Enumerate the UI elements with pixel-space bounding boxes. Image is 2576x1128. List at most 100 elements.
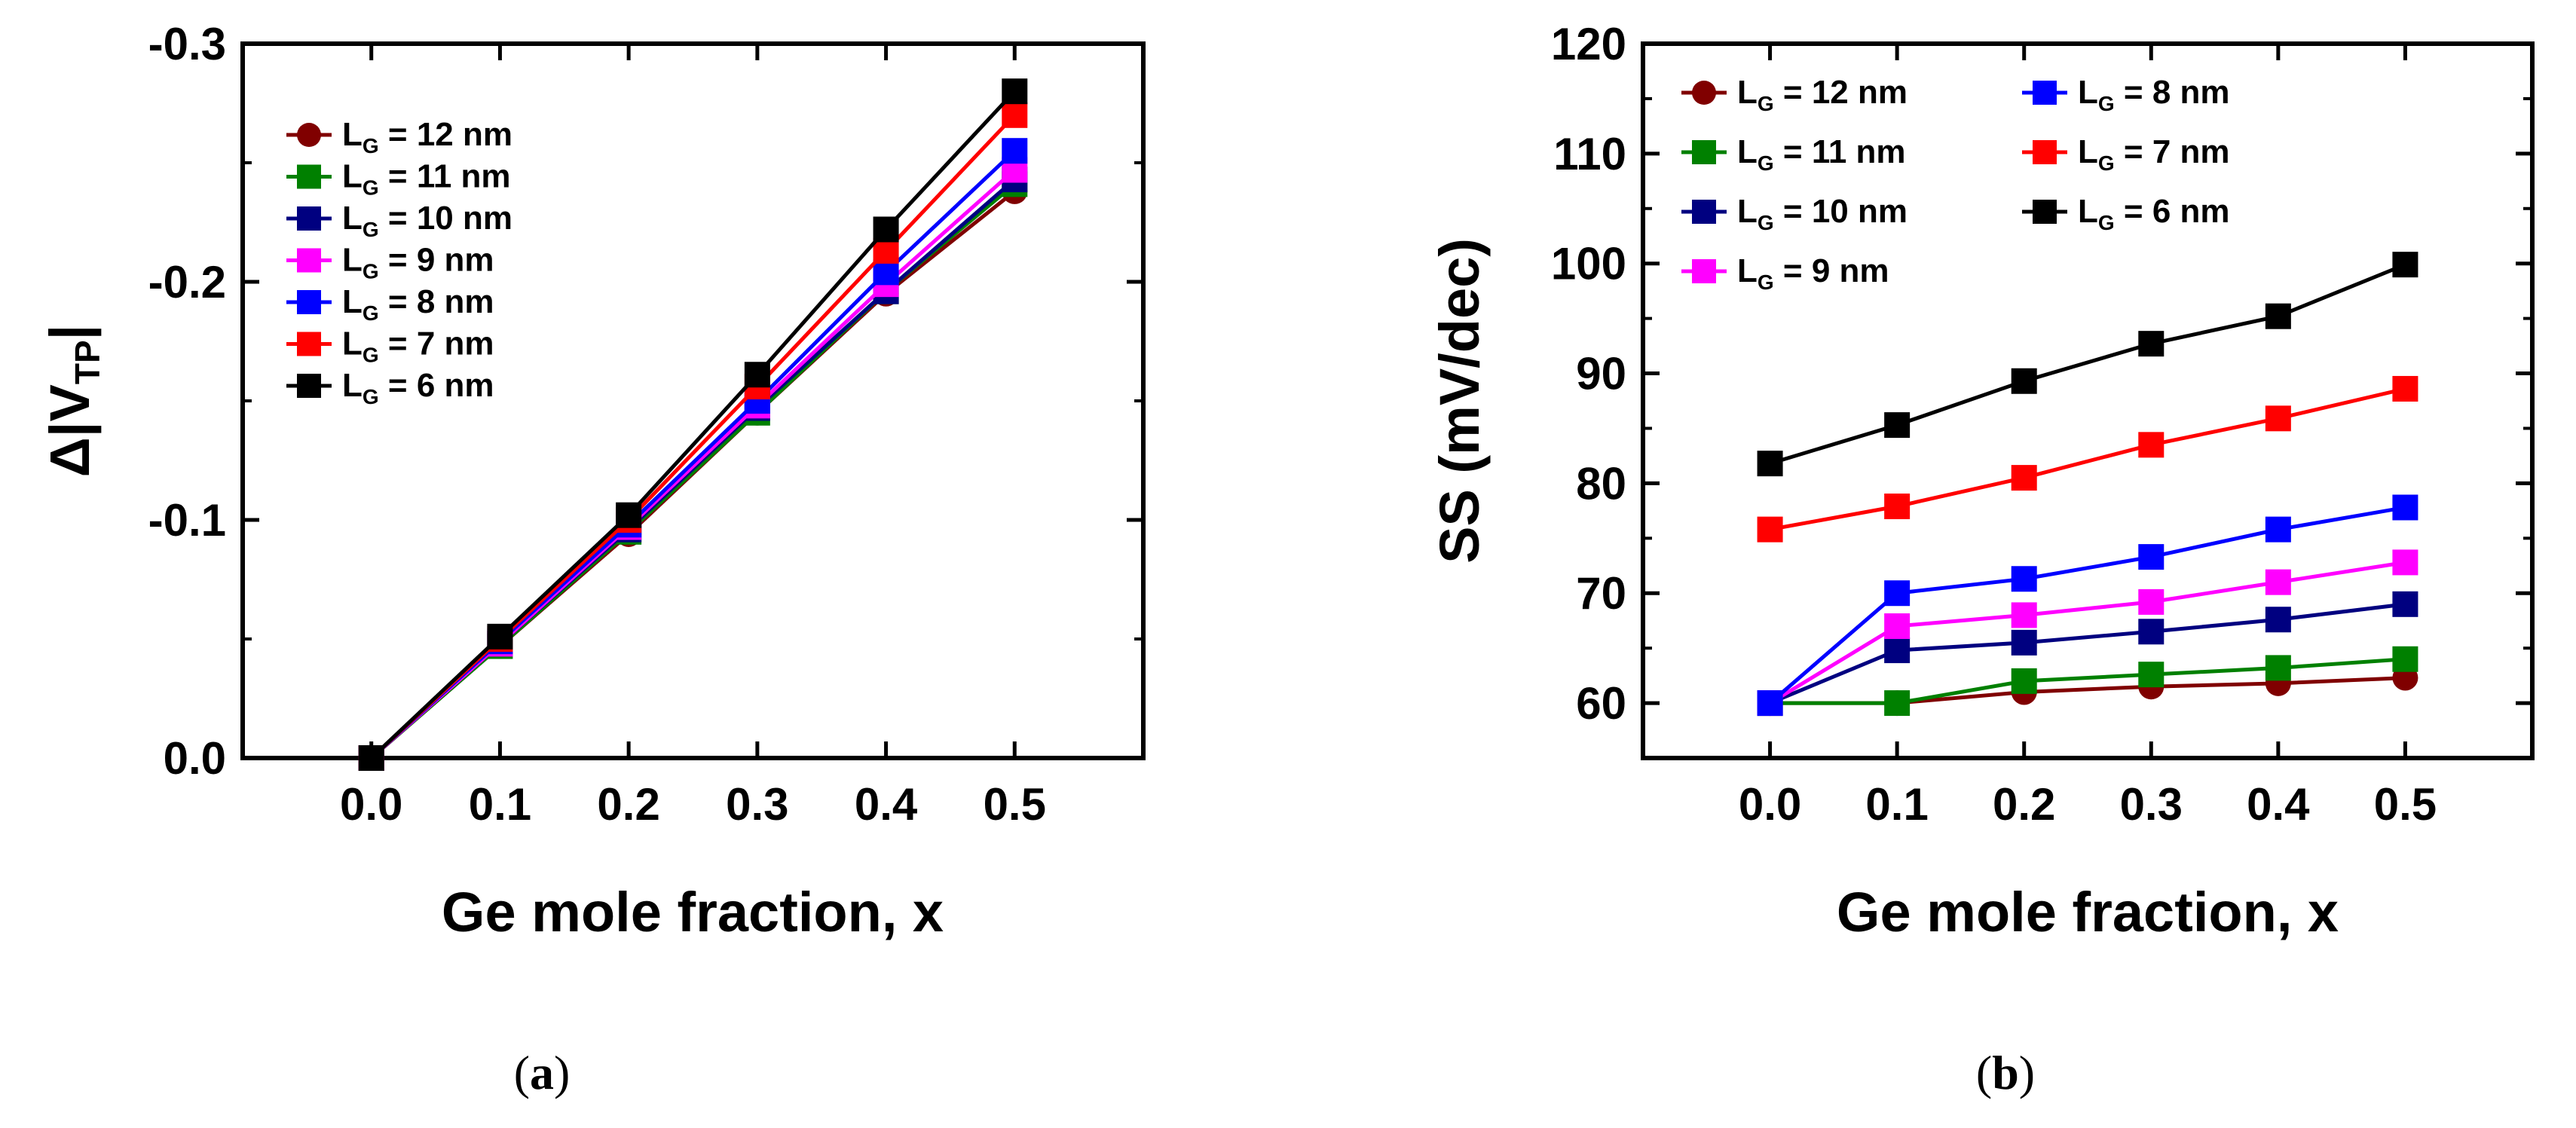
data-point	[2138, 588, 2165, 615]
legend-label: LG = 8 nm	[342, 283, 494, 325]
x-tick-label: 0.2	[1993, 779, 2055, 830]
legend-entry: LG = 6 nm	[2022, 193, 2230, 234]
data-point	[2265, 569, 2291, 595]
caption-a-open: (	[514, 1046, 530, 1099]
x-axis-label-a: Ge mole fraction, x	[442, 881, 944, 943]
data-point	[2265, 655, 2291, 681]
data-point	[2392, 646, 2418, 672]
legend-entry: LG = 12 nm	[286, 116, 512, 157]
series-l-g-10-nm	[1757, 591, 2418, 717]
data-point	[2011, 668, 2037, 694]
x-tick-label: 0.4	[855, 779, 918, 830]
caption-b-letter: b	[1992, 1046, 2019, 1099]
series-line	[1768, 506, 2406, 705]
series-l-g-6-nm	[1757, 252, 2418, 477]
y-axis-label-a-suffix: |	[38, 325, 102, 341]
data-point	[2265, 303, 2291, 329]
data-point	[2392, 549, 2418, 576]
data-point	[2138, 544, 2165, 570]
y-axis-label-a-subscript: TP	[68, 340, 107, 384]
legend-entry: LG = 6 nm	[286, 367, 494, 408]
legend-label: LG = 11 nm	[1737, 133, 1906, 175]
data-point	[2392, 375, 2418, 402]
series-l-g-11-nm	[1757, 646, 2418, 717]
legend-entry: LG = 10 nm	[286, 200, 512, 241]
legend-label: LG = 10 nm	[1737, 193, 1908, 234]
data-point	[616, 502, 642, 528]
data-point	[2392, 494, 2418, 521]
legend-label: LG = 9 nm	[342, 242, 494, 283]
data-point	[1002, 78, 1028, 105]
data-point	[1884, 412, 1911, 439]
data-point	[2265, 405, 2291, 432]
y-tick-label: 60	[1576, 678, 1626, 729]
data-point	[1757, 516, 1783, 543]
caption-b-close: )	[2019, 1046, 2035, 1099]
data-point	[2138, 432, 2165, 458]
legend-entry: LG = 8 nm	[2022, 74, 2230, 115]
data-point	[1884, 613, 1911, 639]
legend-label: LG = 9 nm	[1737, 252, 1889, 294]
y-axis-label-a-prefix: Δ|V	[38, 384, 102, 477]
data-point	[1884, 690, 1911, 717]
legend-entry: LG = 9 nm	[286, 242, 494, 283]
data-point	[2392, 591, 2418, 617]
x-tick-label: 0.0	[340, 779, 402, 830]
legend-b: LG = 12 nm LG = 11 nm LG = 10 nm LG = 9 nm L…	[1681, 74, 2230, 294]
series-l-g-6-nm	[358, 78, 1028, 771]
x-tick-label: 0.1	[469, 779, 531, 830]
series-line	[1769, 602, 2406, 705]
legend-label: LG = 7 nm	[342, 326, 494, 367]
y-tick-label: 80	[1576, 458, 1626, 509]
caption-a-close: )	[554, 1046, 570, 1099]
legend-marker	[1692, 81, 1716, 105]
data-point	[873, 259, 899, 286]
data-point	[2392, 252, 2418, 278]
x-axis-label-b: Ge mole fraction, x	[1837, 881, 2339, 943]
data-point	[2011, 566, 2037, 592]
legend-marker	[2033, 200, 2057, 224]
data-point	[2138, 662, 2165, 688]
legend-label: LG = 12 nm	[342, 116, 512, 157]
series-line	[1770, 676, 2406, 705]
legend-marker	[297, 248, 321, 273]
legend-marker	[1692, 200, 1716, 224]
data-point	[1884, 494, 1911, 520]
caption-a-letter: a	[530, 1046, 554, 1099]
series-line	[369, 90, 1017, 760]
data-point	[2265, 607, 2291, 633]
y-axis-label-a: Δ|VTP|	[38, 325, 107, 478]
axis-ticks-a	[243, 41, 1143, 760]
y-tick-label: 70	[1576, 568, 1626, 619]
series-line	[1769, 560, 2406, 705]
legend-marker	[1692, 259, 1716, 283]
x-tick-label: 0.5	[2374, 779, 2437, 830]
y-tick-label: 90	[1576, 349, 1626, 399]
data-point	[1757, 690, 1783, 717]
panel-caption-a: (a)	[514, 1046, 571, 1099]
legend-marker	[297, 206, 321, 231]
legend-label: LG = 12 nm	[1737, 74, 1908, 115]
caption-b-open: (	[1976, 1046, 1992, 1099]
data-point	[2265, 516, 2291, 543]
tick-labels-a: 0.0 0.1 0.2 0.3 0.4 0.5 0.0 -0.1 -0.2 -0.3	[148, 19, 1046, 830]
legend-marker	[297, 332, 321, 356]
data-point	[1757, 451, 1783, 477]
legend-entry: LG = 11 nm	[286, 158, 511, 200]
legend-entry: LG = 10 nm	[1681, 193, 1908, 234]
data-point	[744, 362, 770, 388]
series-line	[1770, 657, 2406, 705]
series-layer-a	[358, 78, 1028, 771]
y-tick-label: 0.0	[164, 733, 226, 784]
x-tick-label: 0.2	[597, 779, 659, 830]
legend-entry: LG = 7 nm	[286, 326, 494, 367]
legend-marker	[1692, 140, 1716, 164]
y-tick-label: -0.2	[148, 257, 226, 307]
x-tick-label: 0.5	[984, 779, 1046, 830]
series-l-g-7-nm	[1757, 375, 2418, 543]
legend-label: LG = 6 nm	[342, 367, 494, 408]
chart-panel-a: 0.0 0.1 0.2 0.3 0.4 0.5 0.0 -0.1 -0.2 -0.3 Ge mol…	[38, 19, 1146, 1099]
series-line	[1770, 387, 2406, 532]
x-tick-label: 0.3	[2120, 779, 2183, 830]
